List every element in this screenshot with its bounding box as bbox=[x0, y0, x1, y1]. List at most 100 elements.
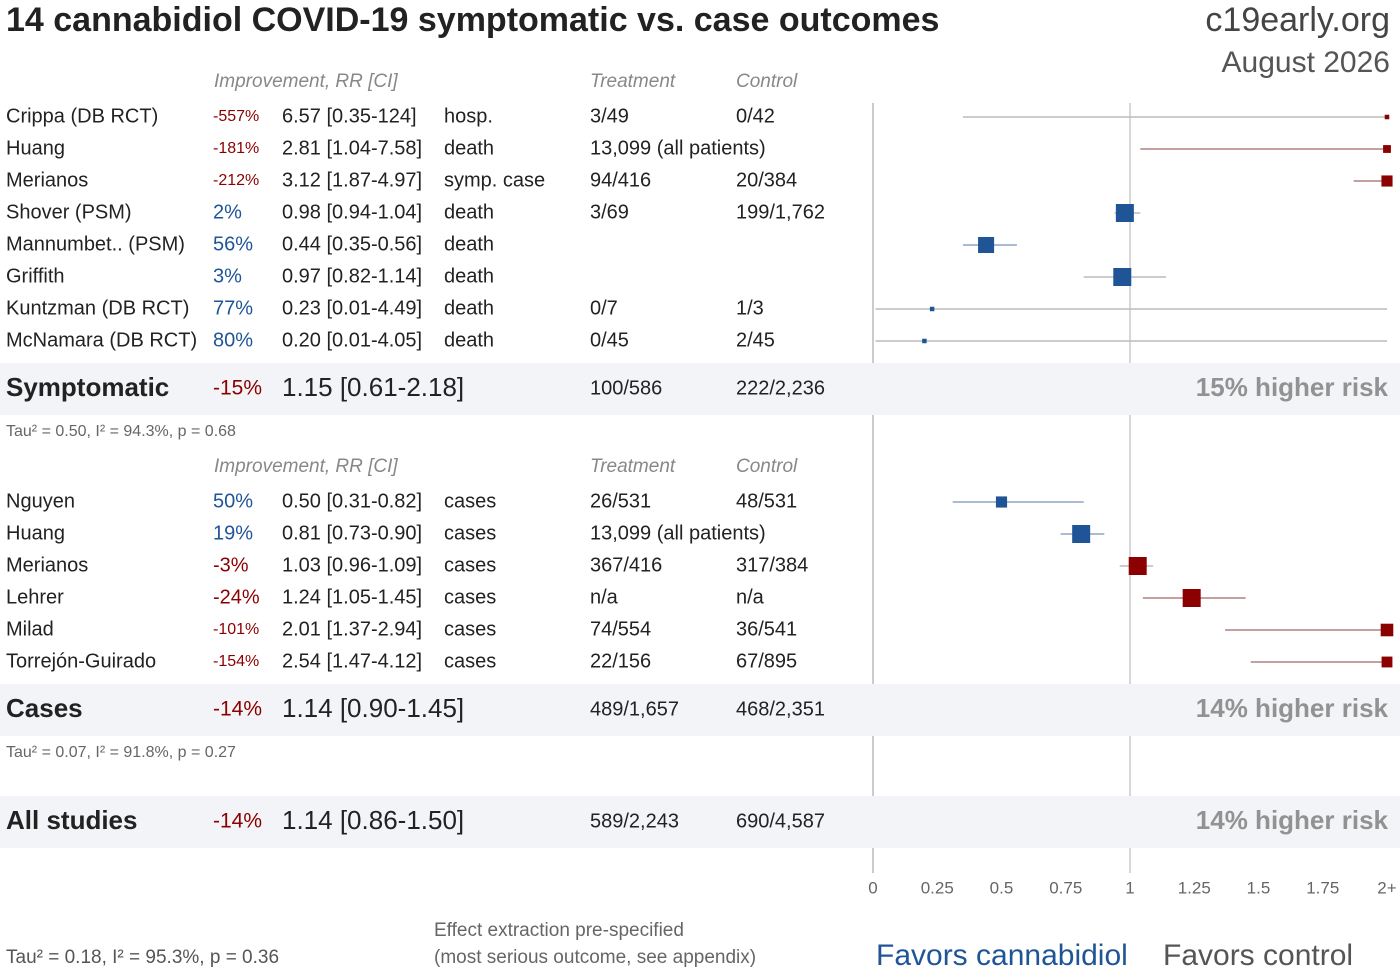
x-tick-label: 0.5 bbox=[990, 878, 1014, 897]
study-name: McNamara (DB RCT) bbox=[6, 329, 197, 351]
x-tick-label: 0 bbox=[868, 878, 877, 897]
effect-square bbox=[1381, 656, 1393, 668]
summary-band bbox=[0, 363, 1400, 415]
header: Control bbox=[736, 456, 798, 477]
summary-improvement: -15% bbox=[213, 377, 262, 400]
study-name: Griffith bbox=[6, 265, 65, 287]
study-improvement: 19% bbox=[213, 522, 253, 544]
study-outcome: cases bbox=[444, 618, 496, 640]
group-stats: Tau² = 0.07, I² = 91.8%, p = 0.27 bbox=[6, 744, 236, 761]
effect-square bbox=[1115, 204, 1134, 222]
study-rr: 2.54 [1.47-4.12] bbox=[282, 650, 422, 672]
study-name: Merianos bbox=[6, 554, 88, 576]
group-stats: Tau² = 0.50, I² = 94.3%, p = 0.68 bbox=[6, 423, 236, 440]
risk-label: 14% higher risk bbox=[1196, 805, 1389, 835]
study-rr: 0.44 [0.35-0.56] bbox=[282, 233, 422, 255]
summary-control: 468/2,351 bbox=[736, 698, 825, 720]
summary-control: 222/2,236 bbox=[736, 377, 825, 399]
study-treatment: 0/45 bbox=[590, 329, 629, 351]
effect-square bbox=[1383, 145, 1391, 153]
summary-control: 690/4,587 bbox=[736, 810, 825, 832]
study-improvement: 3% bbox=[213, 265, 242, 287]
study-rr: 0.98 [0.94-1.04] bbox=[282, 201, 422, 223]
header: Improvement, RR [CI] bbox=[214, 71, 398, 92]
study-treatment: 0/7 bbox=[590, 297, 618, 319]
effect-square bbox=[1380, 623, 1394, 637]
study-treatment: 22/156 bbox=[590, 650, 651, 672]
study-control: 317/384 bbox=[736, 554, 808, 576]
study-improvement: -181% bbox=[213, 140, 259, 157]
x-tick-label: 2+ bbox=[1377, 878, 1396, 897]
study-treatment: n/a bbox=[590, 586, 619, 608]
effect-square bbox=[1381, 175, 1393, 187]
study-control: 36/541 bbox=[736, 618, 797, 640]
summary-treatment: 100/586 bbox=[590, 377, 662, 399]
summary-name: All studies bbox=[6, 805, 137, 835]
favors-label: Favors cannabidiol bbox=[876, 939, 1128, 972]
study-treatment: 367/416 bbox=[590, 554, 662, 576]
summary-band bbox=[0, 684, 1400, 736]
chart-title: 14 cannabidiol COVID-19 symptomatic vs. … bbox=[6, 1, 939, 39]
study-control: 2/45 bbox=[736, 329, 775, 351]
study-name: Crippa (DB RCT) bbox=[6, 105, 158, 127]
study-outcome: cases bbox=[444, 650, 496, 672]
summary-improvement: -14% bbox=[213, 810, 262, 833]
study-name: Mannumbet.. (PSM) bbox=[6, 233, 185, 255]
study-rr: 1.24 [1.05-1.45] bbox=[282, 586, 422, 608]
x-tick-label: 1.75 bbox=[1306, 878, 1339, 897]
study-outcome: symp. case bbox=[444, 169, 545, 191]
study-rr: 2.01 [1.37-2.94] bbox=[282, 618, 422, 640]
summary-name: Cases bbox=[6, 693, 83, 723]
summary-name: Symptomatic bbox=[6, 372, 169, 402]
study-outcome: death bbox=[444, 137, 494, 159]
study-outcome: cases bbox=[444, 522, 496, 544]
effect-square bbox=[922, 338, 927, 344]
study-rr: 1.03 [0.96-1.09] bbox=[282, 554, 422, 576]
effect-square bbox=[1182, 589, 1201, 607]
study-control: 67/895 bbox=[736, 650, 797, 672]
effect-square bbox=[929, 306, 935, 312]
summary-improvement: -14% bbox=[213, 698, 262, 721]
date: August 2026 bbox=[1222, 46, 1390, 79]
study-name: Torrejón-Guirado bbox=[6, 650, 156, 672]
effect-square bbox=[1128, 557, 1147, 575]
study-improvement: -101% bbox=[213, 621, 259, 638]
favors-label: Favors control bbox=[1163, 939, 1353, 972]
summary-band bbox=[0, 796, 1400, 848]
header: Control bbox=[736, 71, 798, 92]
study-rr: 3.12 [1.87-4.97] bbox=[282, 169, 422, 191]
study-treatment: 3/69 bbox=[590, 201, 629, 223]
study-outcome: cases bbox=[444, 554, 496, 576]
header: Treatment bbox=[590, 71, 676, 92]
header: Treatment bbox=[590, 456, 676, 477]
study-treatment: 94/416 bbox=[590, 169, 651, 191]
study-name: Huang bbox=[6, 137, 65, 159]
study-improvement: -154% bbox=[213, 653, 259, 670]
x-tick-label: 0.25 bbox=[921, 878, 954, 897]
note: Effect extraction pre-specified bbox=[434, 920, 684, 941]
summary-rr: 1.15 [0.61-2.18] bbox=[282, 372, 464, 402]
study-rr: 0.81 [0.73-0.90] bbox=[282, 522, 422, 544]
study-treatment: 3/49 bbox=[590, 105, 629, 127]
study-improvement: -557% bbox=[213, 108, 259, 125]
study-control: 1/3 bbox=[736, 297, 764, 319]
study-improvement: 56% bbox=[213, 233, 253, 255]
overall-stats: Tau² = 0.18, I² = 95.3%, p = 0.36 bbox=[6, 947, 279, 968]
study-name: Shover (PSM) bbox=[6, 201, 132, 223]
plot-area bbox=[1029, 374, 1400, 835]
study-outcome: death bbox=[444, 329, 494, 351]
study-rr: 0.97 [0.82-1.14] bbox=[282, 265, 422, 287]
x-tick-label: 1 bbox=[1125, 878, 1134, 897]
study-improvement: -212% bbox=[213, 172, 259, 189]
study-outcome: cases bbox=[444, 586, 496, 608]
study-outcome: death bbox=[444, 201, 494, 223]
risk-label: 14% higher risk bbox=[1196, 693, 1389, 723]
effect-square bbox=[1384, 114, 1390, 120]
study-rr: 6.57 [0.35-124] bbox=[282, 105, 417, 127]
study-rr: 2.81 [1.04-7.58] bbox=[282, 137, 422, 159]
summary-treatment: 589/2,243 bbox=[590, 810, 679, 832]
study-treatment: 13,099 (all patients) bbox=[590, 137, 766, 159]
x-tick-label: 1.25 bbox=[1178, 878, 1211, 897]
study-name: Huang bbox=[6, 522, 65, 544]
